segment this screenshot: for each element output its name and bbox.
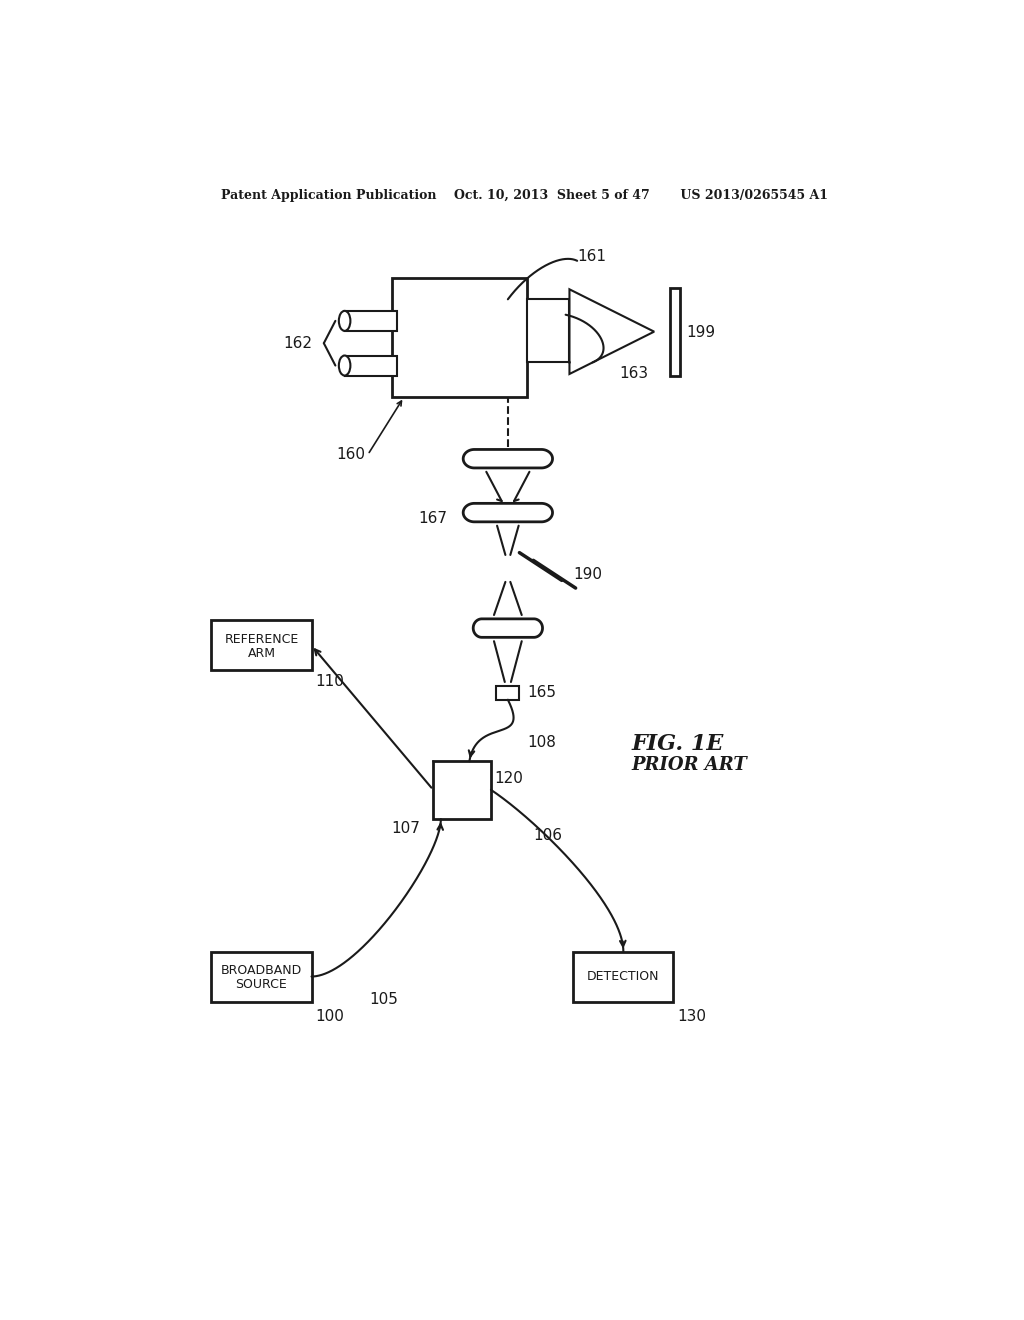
Bar <box>527 300 569 363</box>
Text: 107: 107 <box>391 821 420 836</box>
Bar <box>573 952 674 1002</box>
Polygon shape <box>463 503 553 521</box>
Ellipse shape <box>339 355 350 376</box>
Bar <box>497 686 519 700</box>
Text: FIG. 1E: FIG. 1E <box>631 733 723 755</box>
Text: 100: 100 <box>315 1010 344 1024</box>
Text: REFERENCE: REFERENCE <box>224 632 299 645</box>
Text: 105: 105 <box>370 993 398 1007</box>
Bar <box>433 762 490 818</box>
Text: 167: 167 <box>419 511 447 527</box>
Bar <box>345 312 397 331</box>
Text: 160: 160 <box>337 447 366 462</box>
Bar <box>345 355 397 376</box>
Text: ARM: ARM <box>248 647 275 660</box>
Text: 130: 130 <box>677 1010 707 1024</box>
Text: Patent Application Publication    Oct. 10, 2013  Sheet 5 of 47       US 2013/026: Patent Application Publication Oct. 10, … <box>221 189 828 202</box>
Text: PRIOR ART: PRIOR ART <box>631 756 746 774</box>
Text: 161: 161 <box>578 249 606 264</box>
Text: 190: 190 <box>573 566 602 582</box>
Text: 108: 108 <box>527 734 556 750</box>
Text: BROADBAND: BROADBAND <box>221 964 302 977</box>
Polygon shape <box>463 449 553 469</box>
Text: DETECTION: DETECTION <box>587 970 659 983</box>
Text: 162: 162 <box>284 335 312 351</box>
Ellipse shape <box>339 312 350 331</box>
Text: 110: 110 <box>315 675 344 689</box>
Text: 163: 163 <box>620 367 648 381</box>
Bar <box>211 952 311 1002</box>
Text: 199: 199 <box>686 325 716 339</box>
Bar <box>392 277 527 397</box>
Bar <box>670 288 680 376</box>
Text: 165: 165 <box>527 685 556 701</box>
Text: 106: 106 <box>534 829 562 843</box>
Text: SOURCE: SOURCE <box>236 978 288 991</box>
Text: 120: 120 <box>495 771 523 785</box>
Polygon shape <box>473 619 543 638</box>
Bar <box>211 620 311 671</box>
